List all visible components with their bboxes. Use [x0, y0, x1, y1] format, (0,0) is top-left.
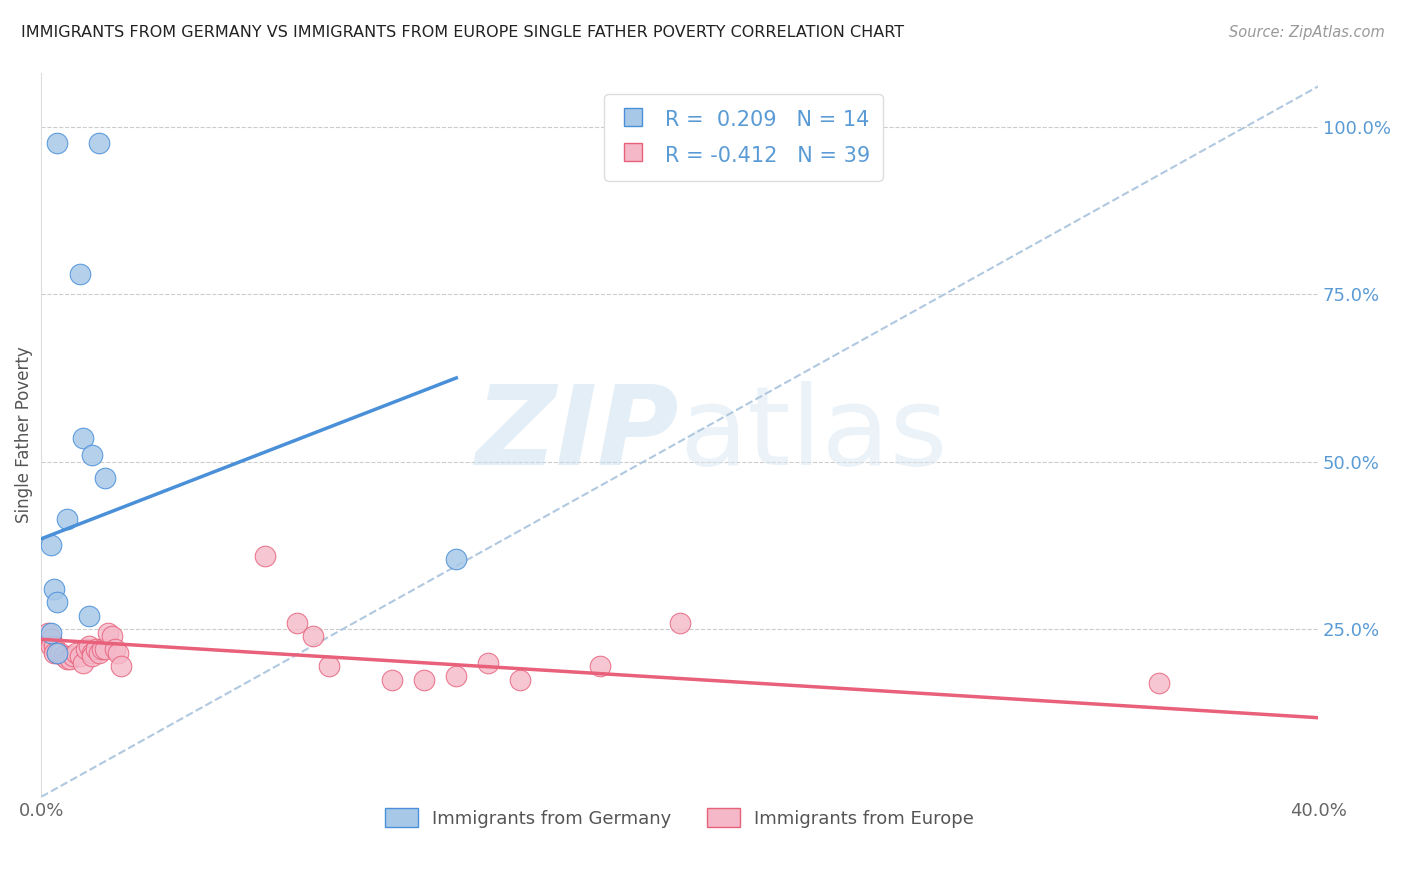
Point: [477, 656, 499, 670]
Point: [381, 673, 404, 687]
Point: [56, 511, 79, 525]
Point: [318, 659, 340, 673]
Point: [110, 659, 132, 673]
Point: [37, 625, 59, 640]
Point: [59, 652, 82, 666]
Point: [253, 549, 276, 563]
Point: [49, 646, 72, 660]
Point: [91, 642, 114, 657]
Point: [77, 608, 100, 623]
Point: [42, 639, 65, 653]
Point: [72, 431, 94, 445]
Point: [77, 639, 100, 653]
Point: [62, 648, 84, 663]
Point: [104, 642, 127, 657]
Y-axis label: Single Father Poverty: Single Father Poverty: [15, 346, 32, 524]
Point: [82, 648, 104, 663]
Point: [107, 646, 129, 660]
Point: [589, 659, 612, 673]
Point: [39, 625, 62, 640]
Text: IMMIGRANTS FROM GERMANY VS IMMIGRANTS FROM EUROPE SINGLE FATHER POVERTY CORRELAT: IMMIGRANTS FROM GERMANY VS IMMIGRANTS FR…: [21, 25, 904, 40]
Point: [94, 471, 117, 485]
Point: [446, 669, 468, 683]
Point: [42, 646, 65, 660]
Point: [46, 646, 69, 660]
Point: [100, 629, 122, 643]
Text: ZIP: ZIP: [477, 382, 679, 489]
Point: [56, 652, 79, 666]
Point: [42, 582, 65, 596]
Point: [413, 673, 436, 687]
Point: [46, 595, 69, 609]
Point: [509, 673, 531, 687]
Legend: Immigrants from Germany, Immigrants from Europe: Immigrants from Germany, Immigrants from…: [378, 801, 981, 835]
Point: [94, 642, 117, 657]
Text: Source: ZipAtlas.com: Source: ZipAtlas.com: [1229, 25, 1385, 40]
Point: [1147, 676, 1170, 690]
Point: [446, 552, 468, 566]
Point: [87, 646, 110, 660]
Point: [82, 646, 104, 660]
Point: [82, 448, 104, 462]
Point: [46, 136, 69, 151]
Point: [52, 648, 75, 663]
Point: [39, 539, 62, 553]
Point: [84, 642, 107, 657]
Point: [39, 632, 62, 647]
Point: [46, 646, 69, 660]
Point: [72, 656, 94, 670]
Point: [285, 615, 308, 630]
Point: [301, 629, 323, 643]
Point: [87, 136, 110, 151]
Point: [39, 639, 62, 653]
Point: [75, 642, 97, 657]
Text: atlas: atlas: [679, 382, 948, 489]
Point: [69, 648, 91, 663]
Point: [69, 267, 91, 281]
Point: [668, 615, 690, 630]
Point: [65, 646, 87, 660]
Point: [97, 625, 120, 640]
